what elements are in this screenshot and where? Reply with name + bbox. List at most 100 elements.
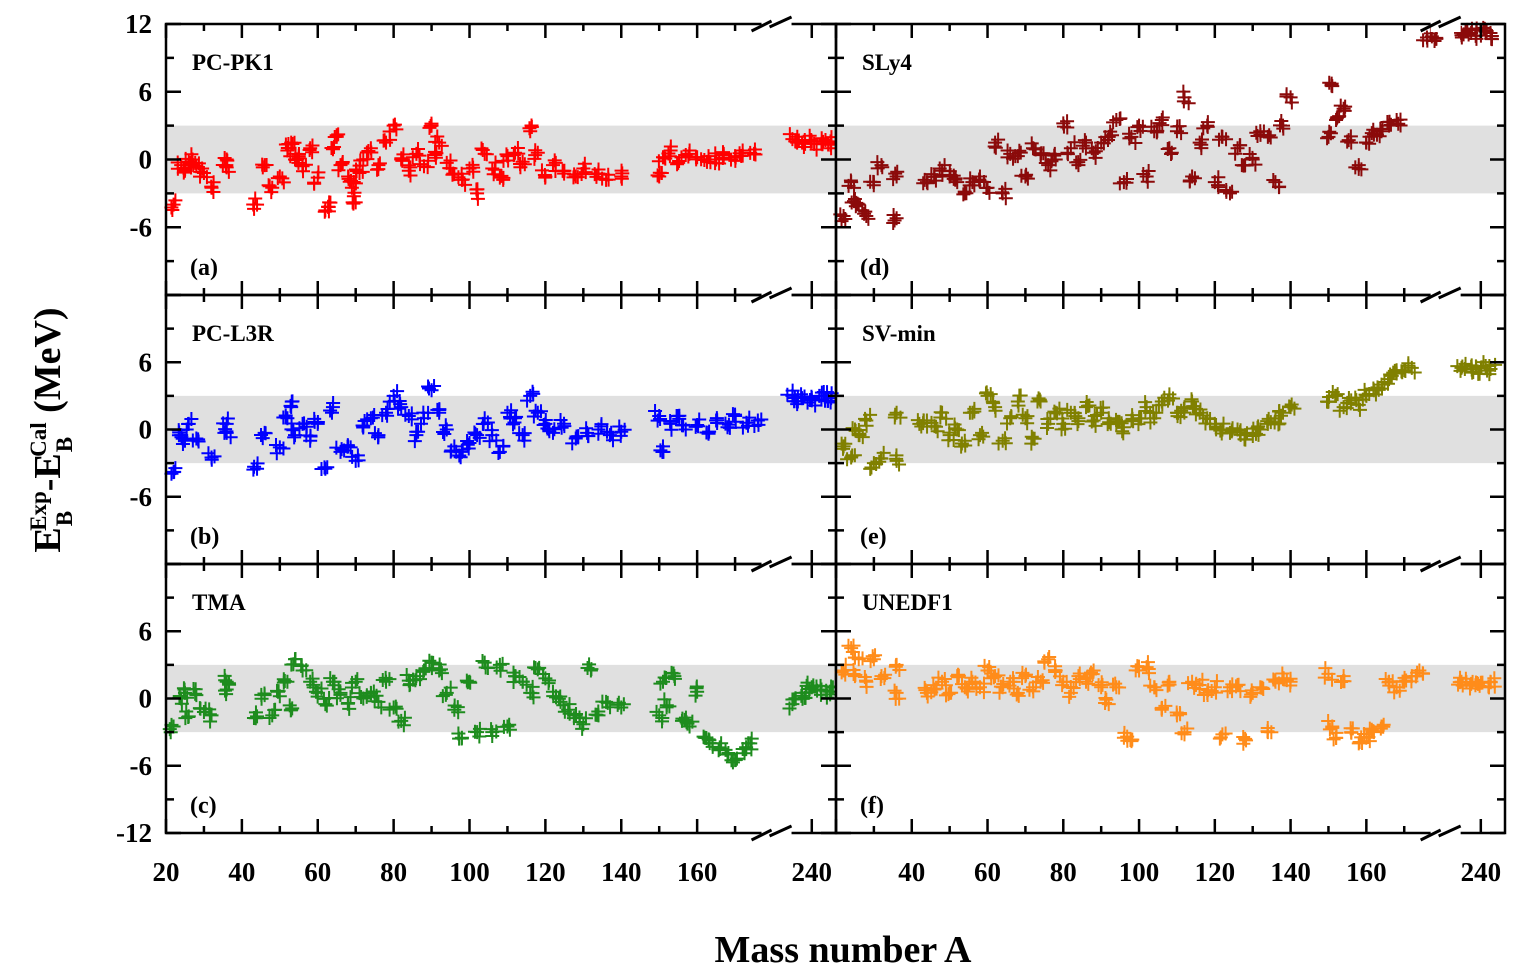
x-tick-label: 140 — [601, 857, 642, 887]
data-point — [538, 170, 553, 185]
data-point — [526, 690, 541, 705]
data-point — [1146, 405, 1161, 420]
data-point — [657, 692, 672, 707]
data-point — [656, 444, 671, 459]
data-point — [1045, 152, 1060, 167]
data-point — [1249, 125, 1264, 140]
panel-label: UNEDF1 — [862, 590, 953, 615]
data-point — [262, 710, 277, 725]
x-tick-label: 100 — [449, 857, 490, 887]
data-series — [834, 638, 1502, 751]
data-point — [1084, 665, 1098, 680]
data-point — [1174, 403, 1189, 418]
data-point — [653, 443, 668, 458]
data-point — [1234, 158, 1249, 173]
data-point — [186, 158, 201, 173]
y-tick-label: -6 — [130, 751, 153, 781]
data-point — [1031, 391, 1046, 406]
data-point — [414, 416, 429, 431]
data-point — [219, 674, 234, 689]
data-point — [305, 145, 320, 160]
y-tick-label: 6 — [139, 77, 153, 107]
data-point — [460, 437, 475, 452]
data-point — [434, 138, 449, 153]
data-point — [496, 172, 511, 187]
data-point — [323, 403, 338, 418]
data-point — [1209, 674, 1224, 689]
data-point — [1140, 655, 1155, 670]
data-point — [976, 429, 991, 444]
data-point — [470, 428, 485, 443]
data-point — [527, 151, 542, 166]
data-point — [454, 166, 469, 181]
x-tick-label: 120 — [1195, 857, 1236, 887]
data-point — [1154, 701, 1169, 716]
data-point — [282, 698, 297, 713]
data-point — [870, 161, 885, 176]
data-point — [298, 157, 313, 172]
data-point — [553, 689, 568, 704]
data-point — [1382, 114, 1397, 129]
data-point — [976, 676, 991, 691]
data-point — [397, 710, 412, 725]
data-point — [1387, 685, 1402, 700]
data-point — [509, 409, 524, 424]
data-point — [892, 457, 907, 472]
data-point — [1326, 732, 1341, 747]
data-point — [1193, 402, 1208, 417]
data-point — [584, 662, 599, 677]
data-point — [1260, 721, 1275, 736]
data-point — [987, 139, 1002, 154]
data-point — [367, 694, 382, 709]
data-point — [424, 661, 439, 676]
y-axis-title-dash: -E — [27, 453, 69, 491]
data-point — [541, 676, 556, 691]
data-point — [542, 424, 557, 439]
data-point — [185, 433, 200, 448]
data-point — [873, 672, 888, 687]
data-point — [995, 185, 1009, 200]
data-point — [264, 185, 279, 200]
data-point — [360, 412, 375, 427]
data-point — [1200, 115, 1215, 130]
data-point — [699, 425, 714, 440]
data-point — [933, 410, 948, 425]
data-point — [721, 745, 736, 760]
data-point — [1352, 402, 1367, 417]
data-point — [859, 679, 874, 694]
data-point — [371, 162, 386, 177]
panel-label: SLy4 — [862, 50, 912, 75]
data-point — [1060, 114, 1075, 129]
data-point — [409, 424, 424, 439]
data-point — [451, 726, 466, 741]
data-point — [1482, 367, 1497, 382]
data-point — [1238, 432, 1253, 447]
tick-marks — [834, 562, 1505, 835]
data-point — [1013, 388, 1028, 403]
data-point — [547, 153, 562, 168]
data-point — [324, 141, 339, 156]
data-point — [888, 691, 903, 706]
data-point — [663, 139, 678, 154]
data-point — [1255, 680, 1270, 695]
data-point — [594, 417, 609, 432]
data-point — [1274, 113, 1289, 128]
data-point — [676, 418, 691, 433]
data-point — [201, 446, 216, 461]
data-point — [486, 167, 501, 182]
data-point — [697, 153, 712, 168]
data-point — [572, 715, 587, 730]
data-point — [1068, 409, 1083, 424]
data-point — [1341, 133, 1356, 148]
data-point — [855, 430, 870, 445]
data-point — [1149, 683, 1164, 698]
data-point — [969, 681, 984, 696]
data-point — [1250, 420, 1265, 435]
data-point — [1272, 179, 1287, 194]
data-point — [1478, 358, 1493, 373]
data-point — [1036, 675, 1051, 690]
panels-layer: PC-PK1 (a) PC-L3R (b) TMA (c) SLy4 (d) SV-min (e)… — [162, 15, 1507, 842]
data-point — [1070, 417, 1085, 432]
data-point — [557, 704, 572, 719]
data-point — [941, 433, 956, 448]
